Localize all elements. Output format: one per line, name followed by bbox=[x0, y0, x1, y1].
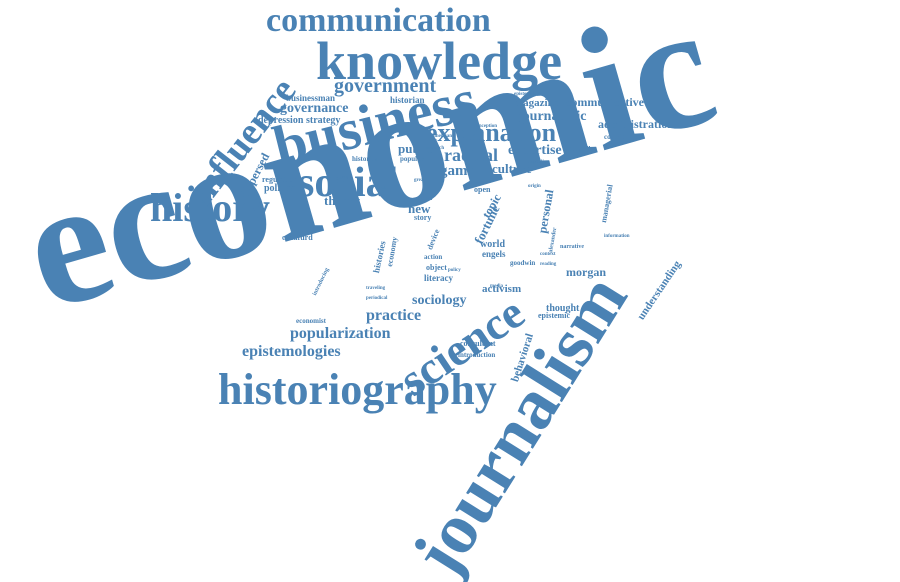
word-action: action bbox=[424, 253, 443, 261]
word-sociology: sociology bbox=[412, 293, 467, 308]
word-social: social bbox=[298, 160, 399, 206]
word-radical: radical bbox=[444, 145, 498, 165]
word-administration: administration bbox=[598, 117, 675, 131]
word-historical: historical bbox=[352, 155, 380, 163]
word-knowledge: knowledge bbox=[316, 31, 563, 91]
word-narrative: narrative bbox=[560, 244, 584, 250]
word-historiography: historiography bbox=[218, 365, 497, 414]
word-mass: mass bbox=[376, 186, 387, 191]
word-historian: historian bbox=[390, 95, 425, 105]
word-open: open bbox=[474, 185, 491, 194]
word-understanding: understanding bbox=[635, 258, 684, 323]
word-great: great bbox=[414, 178, 426, 183]
word-government: government bbox=[334, 75, 437, 97]
word-theory: theory bbox=[324, 193, 361, 208]
word-history: history bbox=[150, 185, 270, 230]
word-magazine: magazine bbox=[514, 97, 559, 109]
word-object: object bbox=[426, 263, 447, 272]
word-ideal: ideal bbox=[420, 196, 433, 202]
word-periodical: periodical bbox=[366, 296, 388, 301]
word-research: research bbox=[426, 146, 445, 151]
word-global: global bbox=[336, 176, 350, 181]
word-traveling: traveling bbox=[366, 286, 386, 291]
word-expertise: expertise bbox=[508, 143, 562, 158]
word-public: public bbox=[398, 141, 433, 156]
word-epistemologies: epistemologies bbox=[242, 343, 341, 360]
word-new: new bbox=[408, 201, 431, 216]
word-strategy: strategy bbox=[306, 115, 341, 126]
word-epistemic: epistemic bbox=[538, 311, 570, 320]
word-story: story bbox=[414, 213, 432, 222]
word-depression: depression bbox=[258, 115, 304, 126]
word-morgan: morgan bbox=[566, 265, 606, 279]
word-reading: reading bbox=[540, 262, 557, 267]
word-capitalism: capitalism bbox=[528, 160, 550, 165]
word-storyteller: storyteller bbox=[566, 145, 597, 153]
word-journalistic: journalistic bbox=[518, 109, 587, 124]
word-communicative: communicative bbox=[566, 95, 644, 109]
word-alexander: alexander bbox=[548, 227, 559, 254]
word-context: context bbox=[540, 252, 556, 257]
word-governance: governance bbox=[280, 101, 349, 116]
word-goodwin: goodwin bbox=[510, 259, 536, 267]
word-world: world bbox=[480, 239, 505, 250]
word-game: game bbox=[440, 163, 475, 179]
word-explanation: explanation bbox=[426, 118, 557, 147]
word-craufurd: craufurd bbox=[282, 233, 313, 242]
word-political: political bbox=[264, 183, 299, 194]
word-consultant: consultant bbox=[460, 339, 496, 348]
word-american: american bbox=[432, 134, 452, 139]
word-origin: origin bbox=[528, 184, 541, 189]
word-engels: engels bbox=[482, 249, 506, 259]
word-thought: thought bbox=[546, 303, 580, 314]
word-media: media bbox=[490, 284, 504, 289]
word-businessman: businessman bbox=[286, 93, 336, 103]
word-policy: policy bbox=[448, 268, 461, 273]
word-popular: popular bbox=[400, 155, 424, 163]
word-contribution: contribution bbox=[604, 133, 642, 141]
word-information: information bbox=[604, 234, 630, 239]
word-introduction: introduction bbox=[458, 351, 496, 359]
word-communication: communication bbox=[266, 2, 491, 39]
word-practice: practice bbox=[366, 307, 422, 324]
word-literacy: literacy bbox=[424, 273, 453, 283]
word-economist: economist bbox=[296, 317, 326, 325]
word-epistemology: epistemology bbox=[514, 92, 542, 97]
word-popularization: popularization bbox=[290, 325, 391, 342]
word-activism: activism bbox=[482, 283, 522, 295]
word-conception: conception bbox=[474, 124, 498, 129]
word-culture: culture bbox=[492, 161, 532, 176]
word-regulation: regulation bbox=[262, 175, 297, 184]
